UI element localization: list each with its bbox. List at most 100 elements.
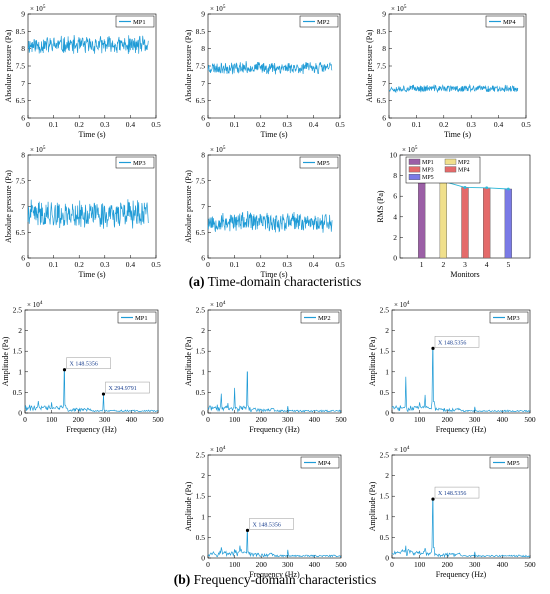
legend-swatch <box>408 166 421 173</box>
legend-label: MP4 <box>318 460 331 467</box>
y-tick-label: 1.5 <box>196 492 206 501</box>
axis-exponent: × 105 <box>30 4 46 13</box>
y-tick-label: 7 <box>201 79 205 88</box>
y-tick-label: 6 <box>21 114 25 123</box>
x-tick-label: 0.4 <box>126 260 136 269</box>
y-tick-label: 4 <box>393 212 397 221</box>
panel-f-mp2: 0 0.5 1 1.5 2 2.5 0 100 200 300 400 500 Frequency (H… <box>184 300 347 434</box>
legend-box <box>300 311 340 324</box>
x-tick-label: 300 <box>282 560 294 569</box>
datatip-marker <box>431 497 435 501</box>
x-tick-label: 500 <box>335 560 347 569</box>
x-tick-label: 500 <box>524 415 536 424</box>
y-tick-label: 1.5 <box>196 347 206 356</box>
legend-swatch <box>408 158 421 165</box>
series-spectrum-mp1 <box>24 369 158 413</box>
x-axis-label: Monitors <box>450 270 479 279</box>
x-tick-label: 200 <box>256 415 268 424</box>
legend-label: MP3 <box>422 168 434 174</box>
y-tick-label: 1 <box>385 512 389 521</box>
axis-exponent: × 105 <box>210 145 226 154</box>
datatip-marker <box>101 392 106 396</box>
series-line-mp2 <box>207 61 333 75</box>
legend-label: MP1 <box>133 19 146 26</box>
y-tick-label: 8 <box>21 44 25 53</box>
x-tick-label: 0.2 <box>256 260 266 269</box>
y-tick-label: 6.5 <box>377 96 387 105</box>
y-tick-label: 0 <box>201 409 205 418</box>
y-tick-label: 1.5 <box>13 347 23 356</box>
y-tick-label: 1 <box>201 367 205 376</box>
y-tick-label: 0 <box>393 254 397 263</box>
axes-frame <box>207 13 341 119</box>
axes-frame <box>207 154 341 259</box>
y-tick-label: 1 <box>201 512 205 521</box>
legend-label: MP3 <box>133 160 146 167</box>
axes-frame <box>207 454 342 559</box>
x-tick-label: 0.4 <box>309 120 319 129</box>
y-tick-label: 0.5 <box>380 533 390 542</box>
x-tick-label: 0.5 <box>335 120 345 129</box>
legend-label: MP5 <box>507 460 520 467</box>
series-spectrum-mp5 <box>391 498 531 558</box>
x-tick-label: 0.2 <box>75 260 85 269</box>
legend-label: MP4 <box>503 19 516 26</box>
axis-exponent: × 104 <box>394 300 410 309</box>
series-spectrum-mp3 <box>391 347 531 413</box>
x-axis-label: Frequency (Hz) <box>436 570 487 579</box>
axis-exponent: × 104 <box>210 445 226 454</box>
panel-f-mp1: 0 0.5 1 1.5 2 2.5 0 100 200 300 400 500 Frequency (H… <box>1 300 164 434</box>
y-tick-label: 1.5 <box>380 492 390 501</box>
y-tick-label: 6.5 <box>196 96 206 105</box>
y-tick-label: 2.5 <box>13 306 23 315</box>
legend-label: MP4 <box>458 168 470 174</box>
caption-a-text: Time-domain characteristics <box>204 274 362 289</box>
series-spectrum-mp4 <box>207 530 342 558</box>
x-tick-label: 0.2 <box>439 120 449 129</box>
x-tick-label: 500 <box>152 415 164 424</box>
y-axis-label: Amplitude (Pa) <box>368 481 377 531</box>
legend-box <box>115 15 155 28</box>
y-tick-label: 0.5 <box>13 388 23 397</box>
x-tick-label: 0.1 <box>412 120 422 129</box>
legend-label: MP5 <box>317 160 330 167</box>
y-tick-label: 2 <box>201 326 205 335</box>
y-tick-label: 2.5 <box>196 306 206 315</box>
y-tick-label: 1 <box>18 367 22 376</box>
x-tick-label: 0.5 <box>521 120 531 129</box>
bar-5 <box>504 188 513 259</box>
legend-label: MP2 <box>458 160 470 166</box>
y-tick-label: 2.5 <box>380 451 390 460</box>
caption-time-domain: (a) Time-domain characteristics <box>0 274 550 290</box>
x-axis-label: Frequency (Hz) <box>249 425 300 434</box>
axes-frame <box>391 454 531 559</box>
x-axis-label: Time (s) <box>444 130 471 139</box>
y-axis-label: RMS (Pa) <box>376 190 385 223</box>
legend-label: MP2 <box>318 315 331 322</box>
x-tick-label: 0.4 <box>126 120 136 129</box>
y-tick-label: 0.5 <box>380 388 390 397</box>
x-tick-label: 400 <box>497 560 509 569</box>
rms-point <box>506 187 510 191</box>
legend-label: MP5 <box>422 175 434 181</box>
x-tick-label: 4 <box>485 260 489 269</box>
x-tick-label: 200 <box>73 415 85 424</box>
x-tick-label: 100 <box>414 415 426 424</box>
x-tick-label: 0.3 <box>100 260 110 269</box>
x-tick-label: 400 <box>309 415 321 424</box>
legend-label: MP1 <box>135 315 148 322</box>
x-tick-label: 5 <box>506 260 510 269</box>
legend-box <box>489 311 529 324</box>
axis-exponent: × 104 <box>394 445 410 454</box>
y-tick-label: 8 <box>382 44 386 53</box>
axis-exponent: × 105 <box>30 145 46 154</box>
y-tick-label: 7 <box>201 202 205 211</box>
caption-frequency-domain: (b) Frequency-domain characteristics <box>0 572 550 588</box>
y-tick-label: 10 <box>390 151 398 160</box>
y-tick-label: 2 <box>393 233 397 242</box>
y-tick-label: 6 <box>201 114 205 123</box>
caption-b-letter: (b) <box>173 572 191 587</box>
x-axis-label: Time (s) <box>260 270 287 279</box>
panel-f-mp4: 0 0.5 1 1.5 2 2.5 0 100 200 300 400 500 Frequency (H… <box>184 445 347 579</box>
